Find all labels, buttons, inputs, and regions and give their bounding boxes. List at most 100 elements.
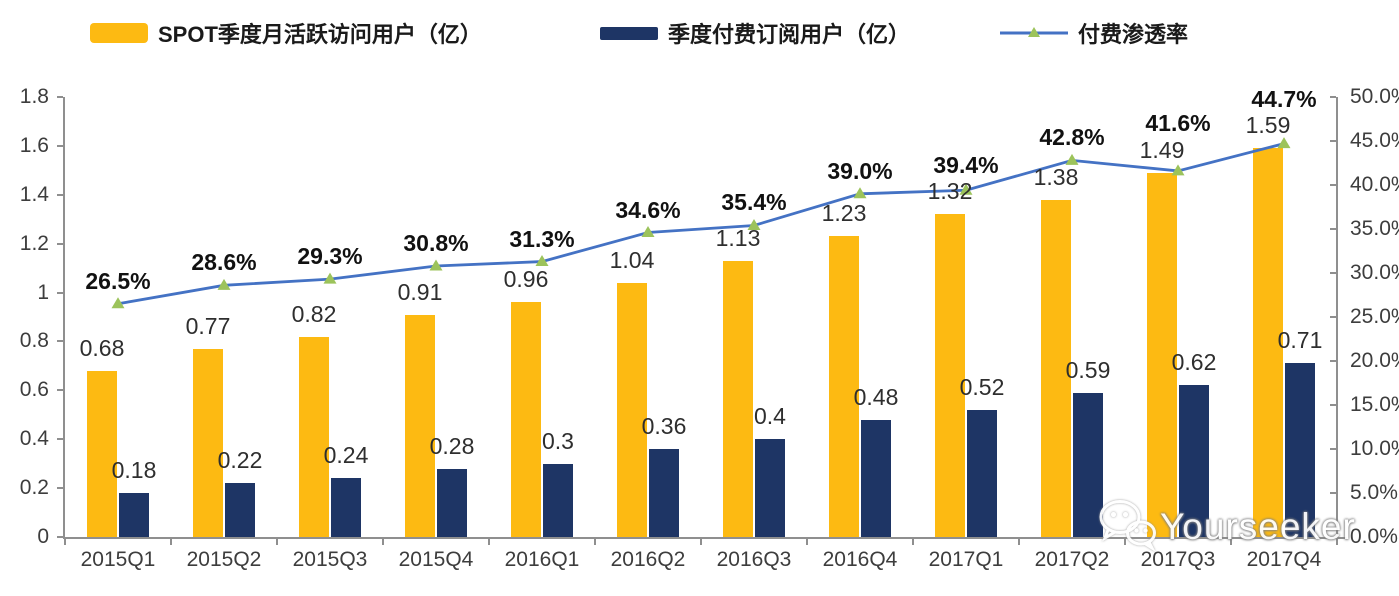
- paid-value-label: 0.18: [111, 457, 157, 483]
- x-axis-category-label: 2016Q2: [610, 548, 686, 571]
- x-axis-tick: [382, 539, 384, 545]
- right-axis-tick: [1330, 228, 1336, 230]
- right-axis-tick: [1330, 96, 1336, 98]
- paid-value-label: 0.36: [641, 413, 687, 439]
- x-axis-category-label: 2015Q4: [398, 548, 474, 571]
- bar-paid: [1285, 363, 1315, 537]
- right-axis-tick: [1330, 360, 1336, 362]
- x-axis-tick: [276, 539, 278, 545]
- right-axis-tick: [1330, 272, 1336, 274]
- legend-swatch-paid: [600, 26, 658, 40]
- x-axis-tick: [912, 539, 914, 545]
- paid-value-label: 0.52: [959, 373, 1005, 400]
- right-axis-tick: [1330, 316, 1336, 318]
- left-axis-tick-label: 1.6: [19, 133, 49, 157]
- paid-value-label: 0.3: [542, 427, 574, 454]
- bar-paid: [119, 493, 149, 537]
- bar-mau: [1041, 199, 1071, 537]
- x-axis-category-label: 2017Q3: [1140, 548, 1216, 571]
- right-axis-tick-label: 40.0%: [1350, 173, 1399, 196]
- x-axis-tick: [594, 539, 596, 545]
- x-axis-category-label: 2016Q1: [504, 548, 580, 571]
- left-axis-tick-label: 1.2: [19, 231, 49, 255]
- penetration-value-label: 29.3%: [297, 243, 363, 270]
- right-axis-tick: [1330, 492, 1336, 494]
- bar-paid: [649, 449, 679, 537]
- left-axis-tick: [57, 389, 63, 392]
- bar-mau: [511, 302, 541, 537]
- legend-label-penetration: 付费渗透率: [1078, 22, 1189, 47]
- left-axis-tick-label: 0: [37, 525, 49, 548]
- penetration-value-label: 35.4%: [721, 189, 787, 216]
- legend-swatch-mau: [90, 23, 148, 43]
- bar-mau: [1253, 148, 1283, 537]
- mau-value-label: 0.68: [79, 334, 125, 361]
- paid-value-label: 0.4: [754, 403, 786, 430]
- left-axis-tick: [57, 438, 63, 441]
- penetration-value-label: 42.8%: [1039, 124, 1105, 151]
- left-axis-tick: [57, 242, 63, 245]
- paid-value-label: 0.59: [1065, 356, 1111, 383]
- legend-item-penetration: 付费渗透率: [1000, 17, 1188, 49]
- bar-mau: [193, 348, 223, 537]
- line-marker-triangle: [1065, 153, 1079, 165]
- legend-item-paid: 季度付费订阅用户（亿）: [600, 17, 910, 49]
- line-marker-triangle: [1277, 137, 1291, 149]
- penetration-value-label: 31.3%: [509, 225, 575, 252]
- x-axis-tick: [170, 539, 172, 545]
- watermark-text: Yourseeker: [1160, 505, 1356, 547]
- x-axis-tick: [1018, 539, 1020, 545]
- left-axis-tick: [57, 487, 63, 490]
- paid-value-label: 0.24: [323, 442, 369, 469]
- bar-mau: [617, 282, 647, 537]
- left-axis-tick-label: 0.2: [19, 476, 49, 500]
- bar-paid: [861, 419, 891, 537]
- left-axis-tick-label: 0.6: [19, 378, 49, 402]
- x-axis-category-label: 2015Q3: [292, 548, 368, 571]
- line-marker-triangle: [1171, 164, 1185, 176]
- left-axis-tick: [57, 144, 63, 147]
- left-axis-tick-label: 0.8: [19, 329, 49, 353]
- legend-label-mau: SPOT季度月活跃访问用户（亿）: [158, 22, 482, 47]
- left-axis-tick: [57, 96, 63, 98]
- left-axis-tick: [57, 291, 63, 294]
- right-axis-tick: [1330, 140, 1336, 142]
- line-marker-triangle: [959, 183, 973, 195]
- bar-paid: [1179, 385, 1209, 537]
- bar-paid: [543, 463, 573, 537]
- left-axis-tick-label: 1.8: [19, 85, 49, 108]
- right-axis-tick: [1330, 448, 1336, 450]
- x-axis-category-label: 2015Q1: [80, 548, 156, 571]
- line-marker-triangle: [535, 255, 549, 267]
- line-marker-triangle: [641, 226, 655, 238]
- x-axis-category-label: 2016Q3: [716, 548, 792, 571]
- x-axis-tick: [700, 539, 702, 545]
- line-marker-triangle: [111, 297, 125, 309]
- mau-value-label: 1.32: [927, 178, 973, 205]
- penetration-value-label: 26.5%: [85, 267, 151, 294]
- right-axis-tick-label: 5.0%: [1350, 481, 1398, 504]
- right-axis-tick-label: 35.0%: [1350, 217, 1399, 240]
- x-axis-tick: [1124, 539, 1126, 545]
- line-marker-triangle: [323, 272, 337, 284]
- paid-value-label: 0.28: [429, 432, 475, 459]
- right-axis-tick-label: 10.0%: [1350, 437, 1399, 460]
- mau-value-label: 1.59: [1245, 112, 1291, 139]
- right-axis-tick: [1330, 404, 1336, 406]
- right-axis-tick-label: 25.0%: [1350, 305, 1399, 328]
- paid-value-label: 0.22: [217, 447, 263, 474]
- mau-value-label: 1.04: [609, 246, 655, 273]
- mau-value-label: 1.13: [715, 224, 761, 251]
- line-marker-triangle: [853, 187, 867, 199]
- paid-value-label: 0.71: [1277, 327, 1323, 354]
- right-axis-tick-label: 45.0%: [1350, 129, 1399, 152]
- left-axis-tick-label: 1: [37, 280, 49, 304]
- x-axis-tick: [1336, 539, 1338, 545]
- bar-paid: [437, 468, 467, 537]
- left-axis-line: [63, 97, 65, 539]
- legend-line-marker-icon: [1000, 25, 1068, 41]
- penetration-value-label: 39.4%: [933, 151, 999, 178]
